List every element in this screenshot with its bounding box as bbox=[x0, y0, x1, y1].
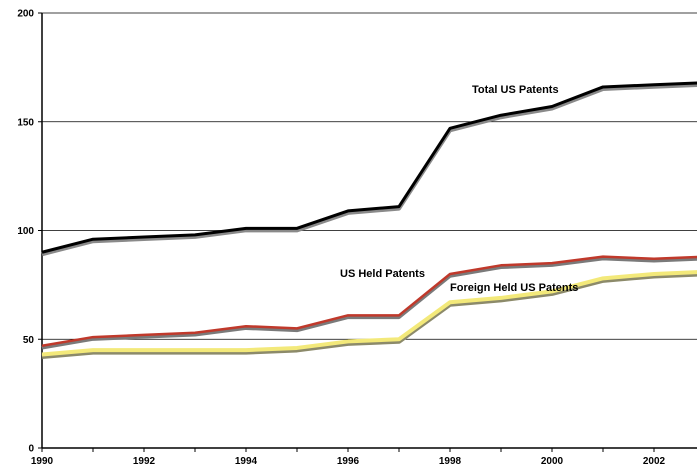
series-shadow-us-held bbox=[41, 256, 697, 350]
series-labels: Total US Patents US Held Patents Foreign… bbox=[340, 84, 578, 294]
series-lines bbox=[41, 81, 697, 359]
y-tick-label-50: 50 bbox=[23, 335, 35, 346]
y-tick-labels: 0 50 100 150 200 bbox=[17, 9, 34, 455]
y-tick-label-150: 150 bbox=[17, 117, 34, 128]
series-label-us-held: US Held Patents bbox=[340, 268, 425, 280]
series-line-total bbox=[41, 81, 697, 254]
x-tick-label-2000: 2000 bbox=[541, 456, 564, 465]
y-tick-label-0: 0 bbox=[28, 444, 34, 455]
x-tick-label-1992: 1992 bbox=[133, 456, 156, 465]
series-shadow-total bbox=[41, 82, 697, 257]
x-tick-label-1996: 1996 bbox=[337, 456, 360, 465]
x-tick-label-2002: 2002 bbox=[643, 456, 666, 465]
series-label-total: Total US Patents bbox=[472, 84, 559, 96]
series-line-us-held bbox=[41, 255, 697, 348]
x-tick-label-1994: 1994 bbox=[235, 456, 258, 465]
series-line-foreign-held bbox=[41, 270, 697, 357]
y-tick-label-100: 100 bbox=[17, 226, 34, 237]
series-label-foreign-held: Foreign Held US Patents bbox=[450, 282, 578, 294]
x-tick-labels: 1990 1992 1994 1996 1998 2000 2002 bbox=[31, 448, 666, 465]
gridlines bbox=[38, 12, 697, 449]
axes bbox=[41, 13, 697, 449]
x-tick-label-1998: 1998 bbox=[439, 456, 462, 465]
y-tick-label-200: 200 bbox=[17, 9, 34, 20]
x-tick-label-1990: 1990 bbox=[31, 456, 54, 465]
